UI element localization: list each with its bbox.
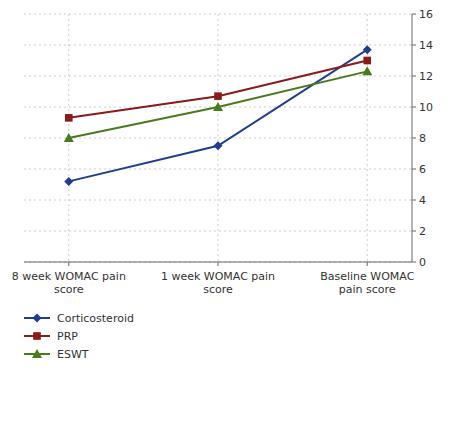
point — [64, 133, 74, 142]
legend-marker — [32, 349, 42, 358]
point — [214, 141, 223, 150]
y-tick — [412, 76, 416, 77]
y-tick-label: 2 — [419, 225, 426, 238]
y-tick — [412, 14, 416, 15]
series — [64, 45, 371, 186]
x-tick — [218, 262, 219, 266]
y-tick-label: 14 — [419, 39, 433, 52]
grid-line-y — [24, 138, 412, 139]
legend-marker — [33, 332, 41, 340]
y-tick-label: 12 — [419, 70, 433, 83]
legend-item: ESWT — [24, 348, 89, 361]
y-tick-label: 8 — [419, 132, 426, 145]
y-tick — [412, 45, 416, 46]
point — [362, 66, 372, 75]
legend: Corticosteroid PRP ESWT — [24, 312, 134, 361]
legend-item: PRP — [24, 330, 78, 343]
y-tick — [412, 107, 416, 108]
y-tick-label: 4 — [419, 194, 426, 207]
legend-item: Corticosteroid — [24, 312, 134, 325]
y-tick-label: 16 — [419, 8, 433, 21]
x-tick-label: 8 week WOMAC painscore — [12, 270, 126, 296]
legend-label: PRP — [57, 330, 78, 343]
series-line — [69, 61, 367, 118]
legend-label: ESWT — [57, 348, 89, 361]
point — [213, 102, 223, 111]
y-tick — [412, 169, 416, 170]
series — [65, 57, 371, 122]
plot-area — [64, 45, 372, 186]
y-tick — [412, 200, 416, 201]
chart-container: 0 2 4 6 8 10 12 14 16 8 week WOMAC painscore 1 wee… — [0, 0, 469, 432]
x-tick-label: Baseline WOMACpain score — [320, 270, 414, 296]
grid-line-x — [218, 14, 219, 262]
axes: 0 2 4 6 8 10 12 14 16 8 week WOMAC painscore 1 wee… — [12, 8, 433, 296]
chart-svg: 0 2 4 6 8 10 12 14 16 8 week WOMAC painscore 1 wee… — [0, 0, 469, 432]
y-tick — [412, 262, 416, 263]
y-tick — [412, 231, 416, 232]
point — [65, 114, 73, 122]
point — [64, 177, 73, 186]
point — [214, 92, 222, 100]
y-tick — [412, 138, 416, 139]
y-tick-label: 10 — [419, 101, 433, 114]
series-line — [69, 71, 367, 138]
series — [64, 66, 372, 142]
y-tick-label: 6 — [419, 163, 426, 176]
y-tick-label: 0 — [419, 256, 426, 269]
x-tick — [367, 262, 368, 266]
series-line — [69, 50, 367, 182]
x-tick-label: 1 week WOMAC painscore — [161, 270, 275, 296]
legend-label: Corticosteroid — [57, 312, 134, 325]
legend-marker — [33, 314, 42, 323]
x-tick — [68, 262, 69, 266]
point — [363, 45, 372, 54]
grid — [24, 14, 412, 262]
point — [363, 57, 371, 65]
